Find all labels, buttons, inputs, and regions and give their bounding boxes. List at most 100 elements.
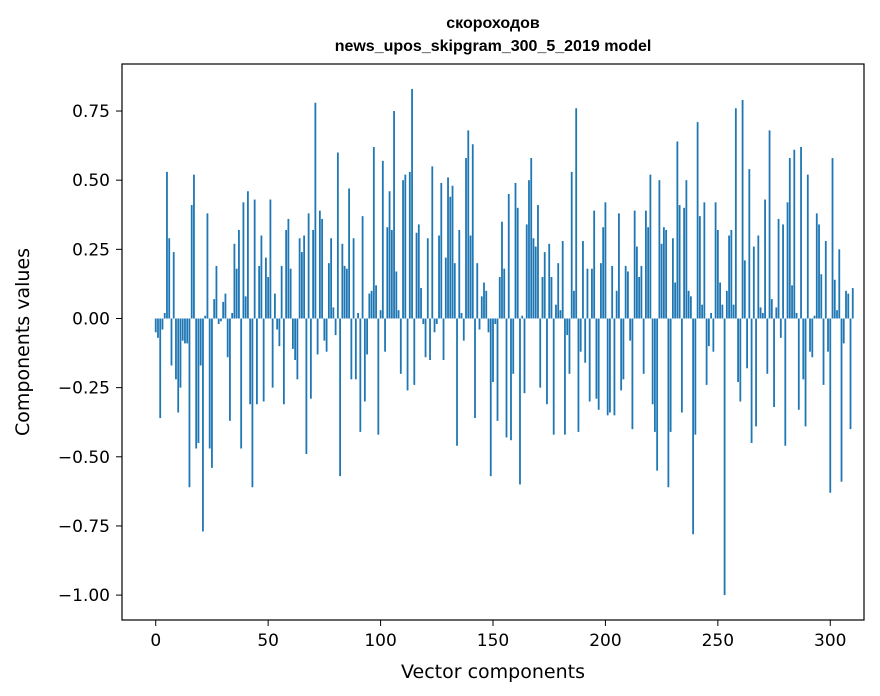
bar [161, 318, 164, 330]
bar [676, 141, 679, 319]
bar [433, 318, 436, 333]
bar [426, 238, 429, 319]
bar [458, 229, 461, 319]
bar [379, 310, 382, 319]
bar [244, 296, 247, 319]
bar [555, 304, 557, 319]
bar [316, 318, 319, 355]
bar [453, 263, 456, 319]
bar [262, 318, 265, 402]
bar [242, 202, 245, 319]
bar [220, 318, 222, 322]
bar [606, 318, 609, 416]
bar [568, 318, 571, 374]
bar [399, 318, 402, 374]
bar [224, 293, 227, 319]
bar [305, 318, 308, 455]
bar [157, 318, 159, 338]
bar [768, 130, 771, 319]
bar [766, 318, 769, 374]
x-tick-label: 250 [702, 631, 734, 651]
bar [487, 318, 490, 333]
bar [195, 318, 198, 449]
bar [235, 268, 238, 319]
bar [703, 202, 706, 319]
bar [748, 169, 751, 319]
bar [442, 318, 445, 360]
y-tick-label: −0.50 [58, 448, 110, 468]
bar [786, 202, 789, 319]
y-tick-label: 0.25 [72, 240, 110, 260]
bar [393, 111, 395, 319]
bar [827, 318, 829, 352]
bar [397, 310, 400, 319]
bar [757, 235, 760, 319]
bar [557, 263, 560, 319]
bar [831, 158, 834, 319]
bar [280, 265, 283, 319]
bar [811, 318, 814, 358]
bar [503, 268, 506, 319]
bar [636, 246, 638, 319]
bar [573, 290, 575, 319]
bar [546, 318, 548, 405]
bar [534, 246, 537, 319]
bar [755, 318, 757, 427]
bar [429, 318, 431, 360]
bar [492, 318, 494, 383]
bar [168, 238, 171, 319]
bar [575, 108, 578, 319]
bar [274, 293, 276, 319]
bar [222, 301, 225, 319]
bar [611, 265, 614, 319]
bar [815, 213, 818, 319]
bar [269, 199, 272, 319]
bar [552, 318, 555, 435]
bar [361, 216, 364, 319]
bar [510, 318, 512, 441]
bar [411, 88, 413, 319]
bar [719, 282, 721, 319]
bar [483, 282, 485, 319]
bar [591, 268, 593, 319]
bar [737, 318, 739, 383]
bar [444, 257, 447, 319]
bar [507, 194, 510, 319]
bar [296, 318, 299, 380]
bar [309, 318, 312, 399]
bar [667, 318, 670, 488]
bar [818, 224, 820, 319]
bar [321, 218, 324, 319]
bar [653, 318, 656, 432]
bar [797, 318, 800, 410]
bar [323, 318, 326, 341]
bar [431, 166, 434, 319]
y-axis-label: Components values [12, 248, 34, 436]
bar [159, 318, 162, 419]
bar [384, 318, 386, 352]
bar [521, 315, 524, 319]
bar [791, 285, 793, 319]
bar [188, 318, 191, 488]
bar [750, 318, 753, 443]
bar [642, 318, 645, 374]
bar [206, 213, 209, 319]
bar [647, 227, 650, 319]
bar [370, 290, 373, 319]
bar [334, 318, 337, 336]
bar [779, 318, 782, 338]
bar [415, 232, 418, 319]
bar [824, 241, 827, 319]
bar [746, 318, 748, 369]
bar [761, 312, 764, 319]
bar [456, 318, 458, 446]
bar [514, 182, 517, 319]
bar [170, 318, 173, 366]
bar [840, 318, 843, 482]
bar [537, 205, 539, 319]
bar [721, 304, 724, 319]
bar [253, 199, 256, 319]
bar [528, 180, 530, 319]
